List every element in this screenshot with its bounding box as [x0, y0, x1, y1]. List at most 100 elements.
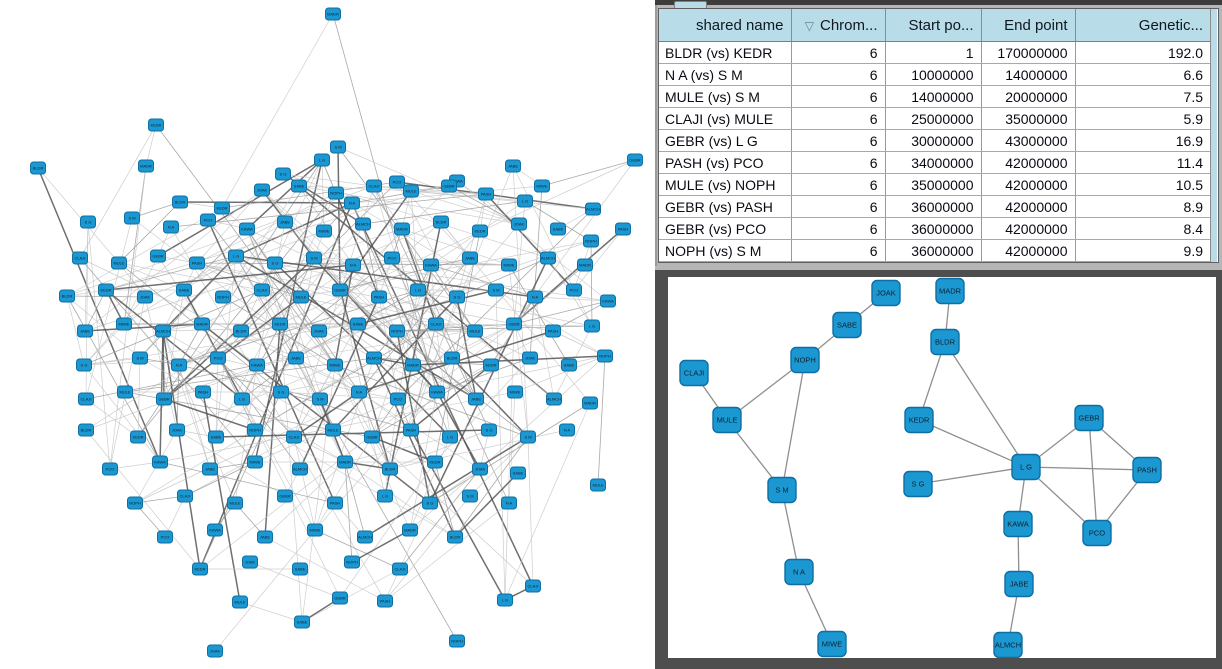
network-edge[interactable] — [274, 262, 375, 359]
network-node[interactable]: BLDR — [30, 161, 46, 175]
network-node[interactable]: S G — [275, 167, 291, 181]
network-node[interactable]: MADR — [402, 523, 418, 537]
network-edge[interactable] — [456, 180, 520, 225]
network-edge[interactable] — [184, 461, 256, 497]
network-node[interactable]: N A — [345, 258, 361, 272]
network-node[interactable]: PCO — [102, 462, 118, 476]
network-edge[interactable] — [334, 364, 411, 531]
network-node[interactable]: MADR — [194, 317, 210, 331]
network-node[interactable]: MIWE — [116, 317, 132, 331]
network-node[interactable]: S G — [903, 470, 933, 498]
network-edge[interactable] — [254, 159, 323, 463]
network-node[interactable]: PASH — [478, 187, 494, 201]
network-edge[interactable] — [118, 262, 185, 291]
network-edge[interactable] — [399, 468, 481, 570]
network-edge[interactable] — [479, 355, 606, 470]
network-node[interactable]: SABE — [292, 562, 308, 576]
table-row[interactable]: BLDR (vs) KEDR 6 1 170000000 192.0 — [659, 41, 1210, 64]
network-edge[interactable] — [373, 185, 403, 230]
network-edge[interactable] — [339, 461, 436, 599]
network-edge[interactable] — [384, 502, 431, 602]
network-edge[interactable] — [451, 323, 515, 359]
network-node[interactable]: MIWE — [316, 224, 332, 238]
network-node[interactable]: KAWA — [600, 294, 616, 308]
cell-value[interactable]: 5.9 — [1075, 107, 1210, 130]
cell-shared-name[interactable]: MULE (vs) S M — [659, 85, 792, 108]
network-node[interactable]: NOPH — [790, 346, 820, 374]
network-edge[interactable] — [410, 190, 419, 291]
network-edge[interactable] — [401, 228, 437, 325]
network-edge[interactable] — [170, 226, 386, 602]
network-edge[interactable] — [435, 323, 451, 438]
cell-shared-name[interactable]: MULE (vs) NOPH — [659, 173, 792, 196]
network-edge[interactable] — [456, 296, 477, 400]
network-node[interactable]: SABE — [294, 615, 310, 629]
network-node[interactable]: GEBR — [364, 430, 380, 444]
network-edge[interactable] — [301, 568, 401, 623]
column-header-genetic[interactable]: Genetic... — [1075, 9, 1210, 42]
cell-value[interactable]: 30000000 — [885, 129, 982, 152]
network-node[interactable]: JOAK — [511, 217, 527, 231]
network-edge[interactable] — [456, 223, 520, 298]
network-node[interactable]: L G — [410, 283, 426, 297]
network-edge[interactable] — [83, 323, 125, 366]
network-node[interactable]: S G — [273, 385, 289, 399]
network-node[interactable]: JOAK — [311, 324, 327, 338]
network-edge[interactable] — [241, 398, 316, 531]
network-edge[interactable] — [344, 461, 353, 563]
network-node[interactable]: KAWA — [249, 358, 265, 372]
network-node[interactable]: CLAJI — [177, 489, 193, 503]
network-edge[interactable] — [436, 300, 609, 393]
network-node[interactable]: CLAJI — [72, 251, 88, 265]
network-edge[interactable] — [256, 257, 393, 366]
network-node[interactable]: BLDR — [78, 423, 94, 437]
network-edge[interactable] — [196, 189, 263, 264]
network-edge[interactable] — [300, 296, 438, 393]
network-edge[interactable] — [66, 295, 85, 366]
cell-value[interactable]: 170000000 — [981, 41, 1076, 64]
network-edge[interactable] — [590, 240, 593, 327]
network-edge[interactable] — [280, 391, 399, 400]
network-edge[interactable] — [301, 364, 336, 623]
network-edge[interactable] — [357, 289, 497, 325]
network-edge[interactable] — [781, 359, 806, 491]
network-node[interactable]: KEDR — [427, 455, 443, 469]
network-node[interactable]: PCO — [389, 175, 405, 189]
cell-value[interactable]: 14000000 — [885, 85, 982, 108]
cell-value[interactable]: 192.0 — [1075, 41, 1210, 64]
network-edge[interactable] — [541, 159, 636, 187]
network-edge[interactable] — [396, 323, 515, 332]
network-edge[interactable] — [469, 436, 529, 497]
network-node[interactable]: L G — [228, 249, 244, 263]
network-node[interactable]: SABE — [561, 358, 577, 372]
network-edge[interactable] — [282, 173, 549, 259]
network-node[interactable]: KEDR — [904, 406, 934, 434]
network-edge[interactable] — [456, 257, 549, 298]
cell-shared-name[interactable]: CLAJI (vs) MULE — [659, 107, 792, 130]
network-node[interactable]: S M — [488, 283, 504, 297]
network-edge[interactable] — [389, 165, 514, 470]
network-edge[interactable] — [918, 419, 1027, 468]
network-node[interactable]: GEBR — [156, 392, 172, 406]
cell-value[interactable]: 14000000 — [981, 63, 1076, 86]
overview-network-canvas[interactable]: MADR BLDR KEDR JOAK SABE NOPH CLAJI MULE GEBR PAS… — [0, 0, 655, 669]
network-node[interactable]: PCO — [210, 351, 226, 365]
network-edge[interactable] — [454, 436, 529, 538]
network-node[interactable]: KAWA — [152, 455, 168, 469]
network-edge[interactable] — [123, 165, 147, 325]
network-edge[interactable] — [184, 436, 295, 497]
network-node[interactable]: PASH — [189, 256, 205, 270]
network-edge[interactable] — [215, 255, 237, 438]
network-node[interactable]: PASH — [195, 385, 211, 399]
network-edge[interactable] — [199, 323, 515, 570]
network-node[interactable]: NOPH — [127, 496, 143, 510]
network-edge[interactable] — [597, 355, 606, 486]
cell-value[interactable]: 36000000 — [885, 217, 982, 240]
network-edge[interactable] — [454, 472, 519, 538]
cell-value[interactable]: 36000000 — [885, 195, 982, 218]
network-node[interactable]: KEDR — [472, 224, 488, 238]
network-edge[interactable] — [162, 262, 198, 332]
network-node[interactable]: NOPH — [344, 555, 360, 569]
network-edge[interactable] — [373, 357, 456, 538]
network-node[interactable]: MADR — [394, 222, 410, 236]
